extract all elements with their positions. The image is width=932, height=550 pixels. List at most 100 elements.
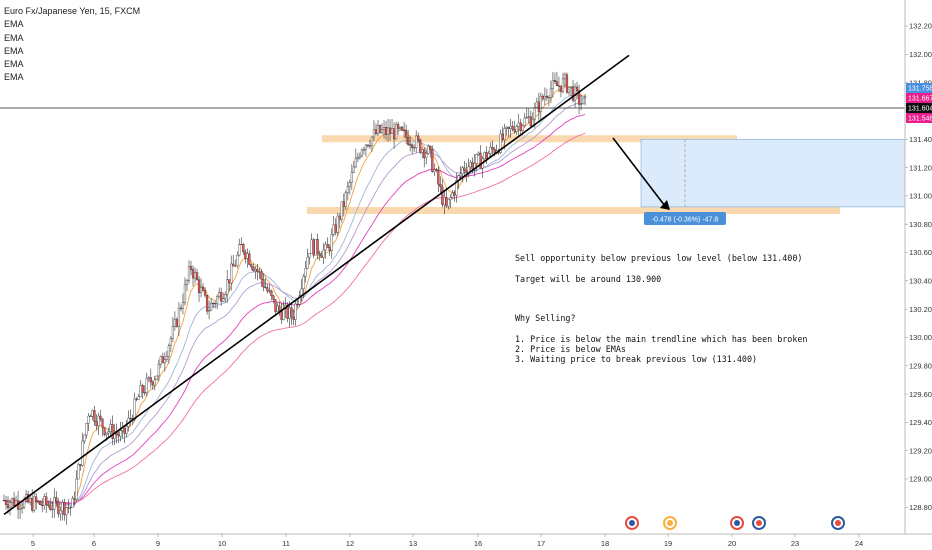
drawing-lines-layer: -0.478 (-0.36%) -47.8 — [0, 54, 905, 516]
ema-line-3 — [3, 102, 586, 506]
candle — [157, 359, 160, 382]
projection-arrowhead — [660, 200, 670, 210]
candle — [113, 424, 116, 446]
candle-body — [326, 244, 329, 248]
ema-legend-4[interactable]: EMA — [4, 59, 24, 70]
candle-body — [264, 286, 267, 288]
candle — [483, 151, 486, 163]
candle — [179, 304, 183, 312]
candle — [69, 506, 72, 516]
event-center — [756, 520, 762, 526]
candle-body — [75, 478, 78, 500]
candle-body — [431, 149, 434, 172]
price-tick-label: 129.200 — [909, 446, 932, 455]
candle-body — [139, 385, 142, 397]
candle — [169, 335, 172, 353]
candle — [296, 299, 299, 308]
candle — [226, 270, 229, 304]
candle — [437, 166, 440, 193]
candle — [177, 302, 181, 337]
candle — [523, 112, 526, 128]
candle-body — [401, 126, 404, 131]
time-tick-label: 13 — [409, 539, 417, 548]
candle — [141, 383, 144, 400]
candle-body — [143, 392, 146, 394]
candle — [89, 414, 92, 417]
economic-event-icon[interactable] — [663, 516, 677, 530]
candle-body — [191, 269, 195, 279]
event-markers[interactable] — [625, 516, 845, 530]
candle-body — [453, 192, 456, 196]
candle-body — [376, 125, 380, 135]
candle — [354, 148, 357, 169]
candle-body — [57, 501, 60, 515]
candle — [364, 143, 368, 157]
candle-body — [463, 167, 466, 171]
time-axis[interactable]: 5 6 9 10 11 12 13 16 17 18 19 20 23 24 — [0, 533, 932, 548]
candle — [29, 494, 32, 506]
candle-body — [415, 135, 418, 148]
candle — [149, 368, 152, 388]
candle — [71, 495, 74, 508]
candle — [191, 265, 195, 287]
candle-body — [372, 129, 376, 138]
ema-legend-3[interactable]: EMA — [4, 45, 24, 56]
candle-body — [310, 239, 313, 254]
candle-body — [244, 251, 247, 259]
ema-legend-1[interactable]: EMA — [4, 19, 24, 30]
economic-event-icon[interactable] — [625, 516, 639, 530]
candle — [433, 163, 436, 176]
price-tick-label: 131.000 — [909, 192, 932, 201]
candle-body — [165, 355, 168, 360]
candle — [109, 419, 112, 436]
candle-body — [163, 359, 166, 364]
candle-body — [370, 136, 374, 146]
candle — [264, 278, 267, 289]
candle — [334, 218, 337, 236]
candle-body — [83, 434, 86, 442]
candle — [10, 497, 14, 508]
candle — [501, 126, 504, 143]
candle — [242, 242, 245, 256]
candle-body — [469, 162, 472, 168]
candle-body — [489, 146, 492, 154]
candle — [376, 119, 380, 137]
candle-body — [18, 508, 22, 510]
time-tick-label: 6 — [92, 539, 96, 548]
candle-body — [344, 192, 347, 207]
candle — [507, 126, 510, 138]
candle-body — [222, 298, 225, 302]
candle — [384, 120, 388, 141]
candle — [25, 489, 28, 502]
ema-legend-5[interactable]: EMA — [4, 72, 24, 83]
candle — [415, 130, 418, 153]
candle — [338, 212, 341, 229]
economic-event-icon[interactable] — [752, 516, 766, 530]
candle — [517, 113, 520, 137]
time-tick-label: 11 — [282, 539, 290, 548]
candle — [210, 297, 213, 311]
candle — [401, 125, 404, 132]
candle — [161, 352, 164, 364]
candle — [561, 72, 565, 94]
candle — [270, 289, 273, 301]
candle — [53, 488, 56, 518]
economic-event-icon[interactable] — [730, 516, 744, 530]
economic-event-icon[interactable] — [831, 516, 845, 530]
candle — [535, 97, 538, 109]
candle-body — [441, 186, 444, 205]
candle-body — [290, 307, 293, 318]
candle-body — [149, 377, 152, 383]
candle-body — [250, 264, 253, 268]
candle — [577, 84, 581, 115]
candle-body — [571, 86, 575, 101]
candle-body — [318, 253, 321, 257]
candle — [555, 71, 559, 87]
candle-body — [207, 310, 211, 312]
ema-legend-2[interactable]: EMA — [4, 32, 24, 43]
candle — [119, 421, 122, 442]
candle-body — [224, 294, 227, 299]
price-axis[interactable]: 132.200132.000131.800131.600131.400131.2… — [904, 0, 932, 534]
candle — [224, 291, 227, 303]
